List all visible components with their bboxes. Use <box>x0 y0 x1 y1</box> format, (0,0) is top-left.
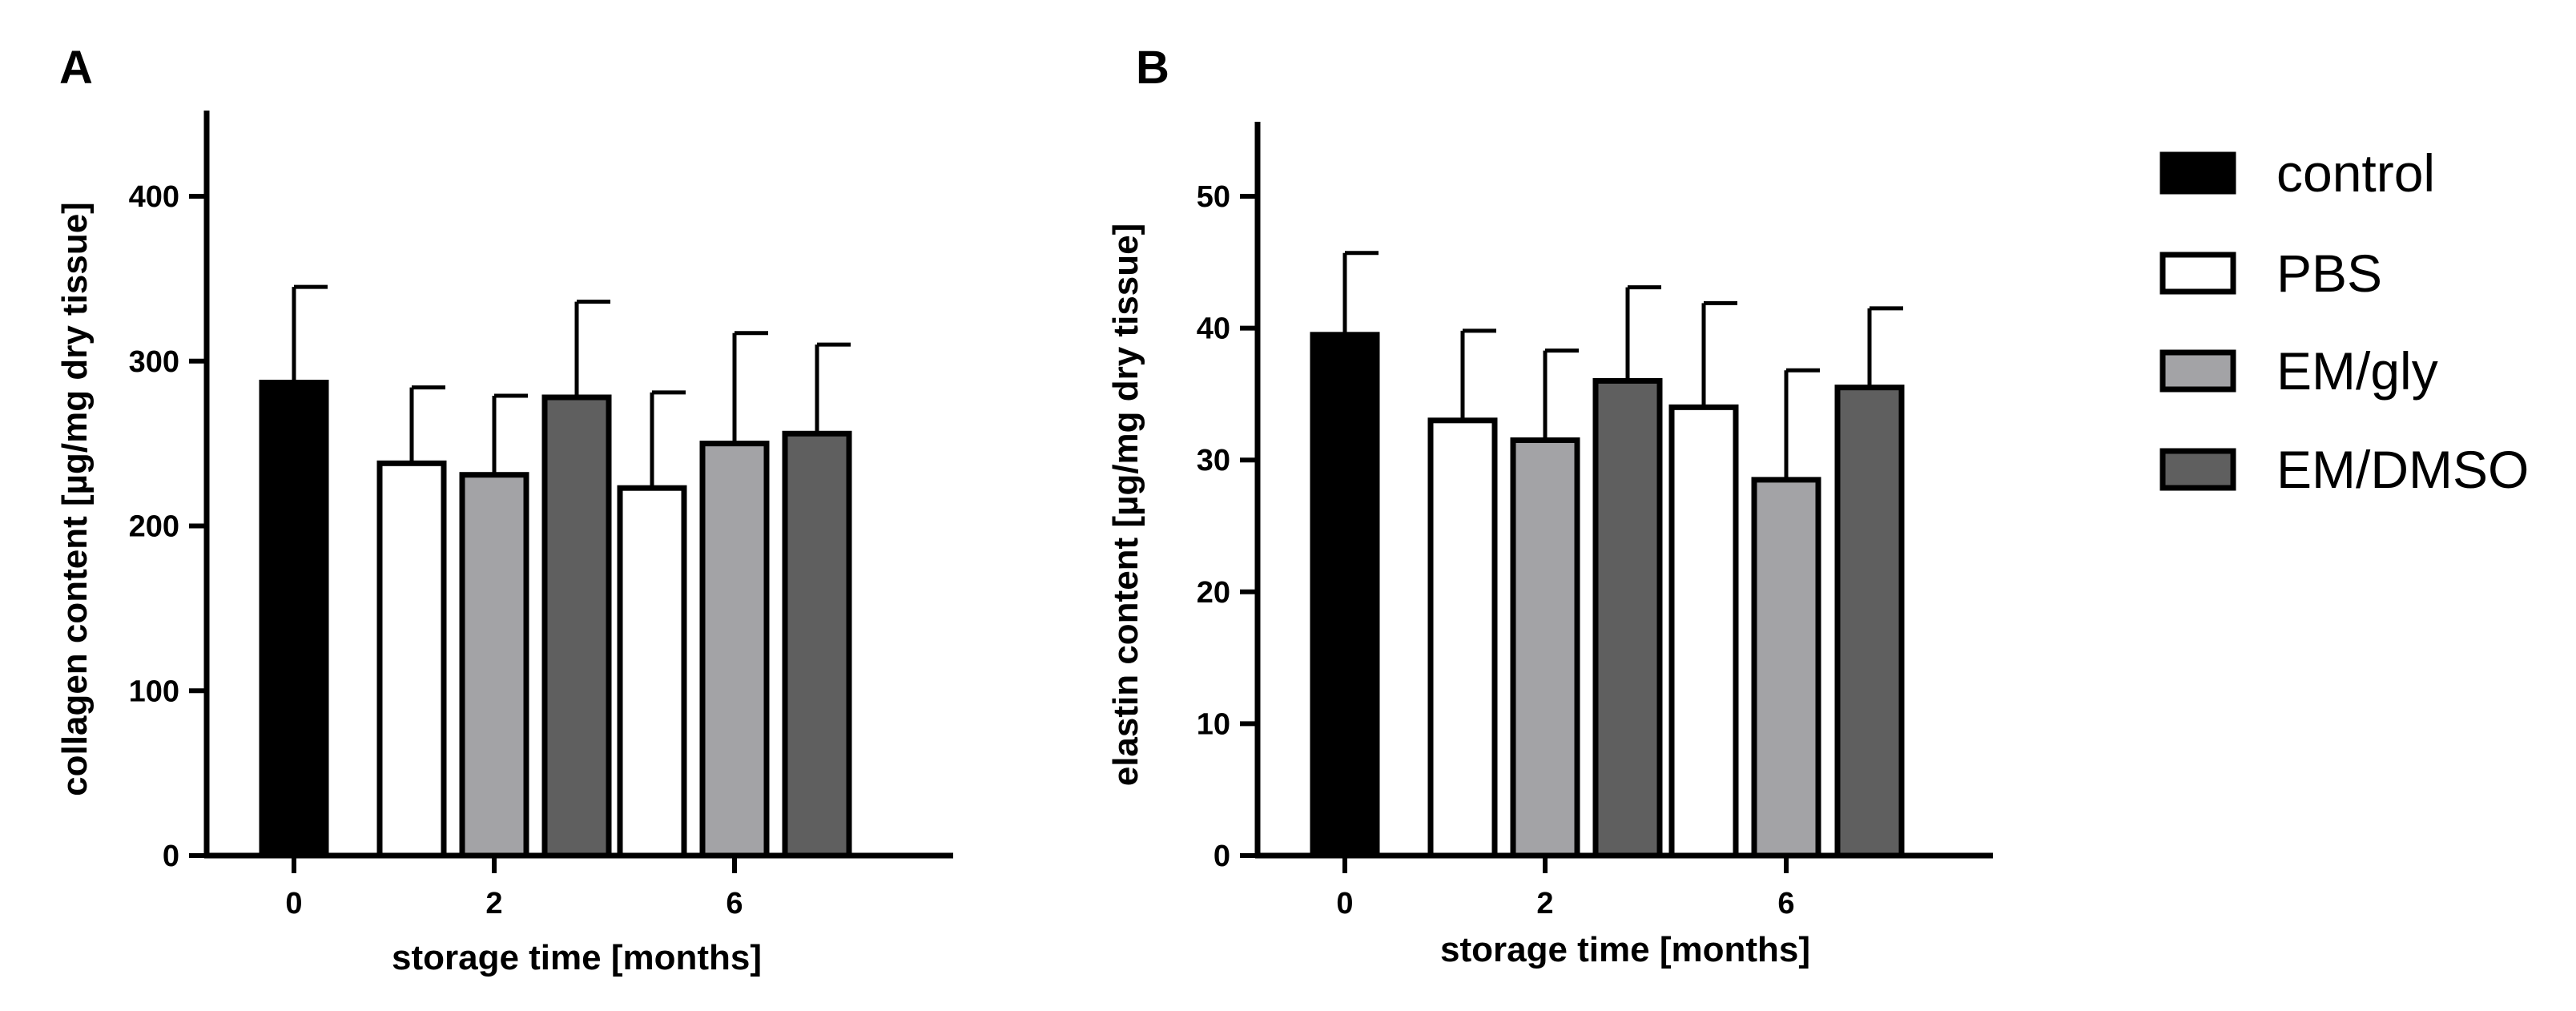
x-tick-label: 0 <box>1336 887 1353 920</box>
y-axis-title: elastin content [µg/mg dry tissue] <box>1106 224 1145 787</box>
y-tick-label: 0 <box>163 840 179 873</box>
bar-em-gly-2 <box>459 472 529 859</box>
legend-label: PBS <box>2276 244 2382 303</box>
bar-control-0 <box>259 379 329 859</box>
y-axis-title: collagen content [µg/mg dry tissue] <box>55 202 95 796</box>
y-tick-label: 30 <box>1197 444 1230 477</box>
y-tick-label: 100 <box>129 675 179 708</box>
bar-em-dmso-6 <box>782 430 852 859</box>
legend-swatch-em-gly <box>2159 349 2236 393</box>
x-tick-label: 2 <box>485 887 502 920</box>
y-tick-label: 40 <box>1197 312 1230 346</box>
y-tick-label: 300 <box>129 345 179 379</box>
x-tick-label: 6 <box>726 887 743 920</box>
legend-swatch-pbs <box>2159 252 2236 295</box>
panel-b-elastin-chart: B 0 10 20 30 40 50 0 2 6 storage time [months] elas… <box>1106 42 1993 969</box>
bar-em-gly-6 <box>699 441 770 859</box>
y-tick-label: 0 <box>1214 840 1230 873</box>
y-tick-label: 50 <box>1197 180 1230 214</box>
legend-label: EM/gly <box>2276 341 2438 401</box>
x-axis-title: storage time [months] <box>392 938 762 977</box>
bar-control-0 <box>1310 332 1380 859</box>
bar-pbs-2 <box>1427 417 1498 859</box>
bar-pbs-2 <box>376 460 447 859</box>
x-tick-label: 2 <box>1536 887 1553 920</box>
bar-pbs-6 <box>1668 404 1739 859</box>
bar-em-gly-6 <box>1751 477 1821 859</box>
legend-swatch-em-dmso <box>2159 448 2236 491</box>
legend-label: EM/DMSO <box>2276 440 2529 499</box>
bar-em-dmso-6 <box>1834 385 1905 859</box>
x-tick-label: 6 <box>1777 887 1794 920</box>
legend-label: control <box>2276 143 2435 203</box>
legend: control PBS EM/gly EM/DMSO <box>2159 143 2529 499</box>
bar-em-gly-2 <box>1510 437 1580 859</box>
bar-pbs-6 <box>617 485 687 859</box>
panel-a-collagen-chart: A 0 100 200 300 400 0 2 6 storage time [months] co… <box>55 42 953 977</box>
y-tick-label: 400 <box>129 180 179 214</box>
y-tick-label: 200 <box>129 510 179 544</box>
bar-em-dmso-2 <box>1592 377 1663 859</box>
bar-em-dmso-2 <box>541 394 612 859</box>
y-tick-label: 10 <box>1197 707 1230 741</box>
y-tick-label: 20 <box>1197 576 1230 610</box>
panel-letter: A <box>59 42 93 94</box>
x-tick-label: 0 <box>285 887 302 920</box>
panel-letter: B <box>1136 42 1169 94</box>
x-axis-title: storage time [months] <box>1440 930 1810 969</box>
legend-swatch-control <box>2159 151 2236 195</box>
